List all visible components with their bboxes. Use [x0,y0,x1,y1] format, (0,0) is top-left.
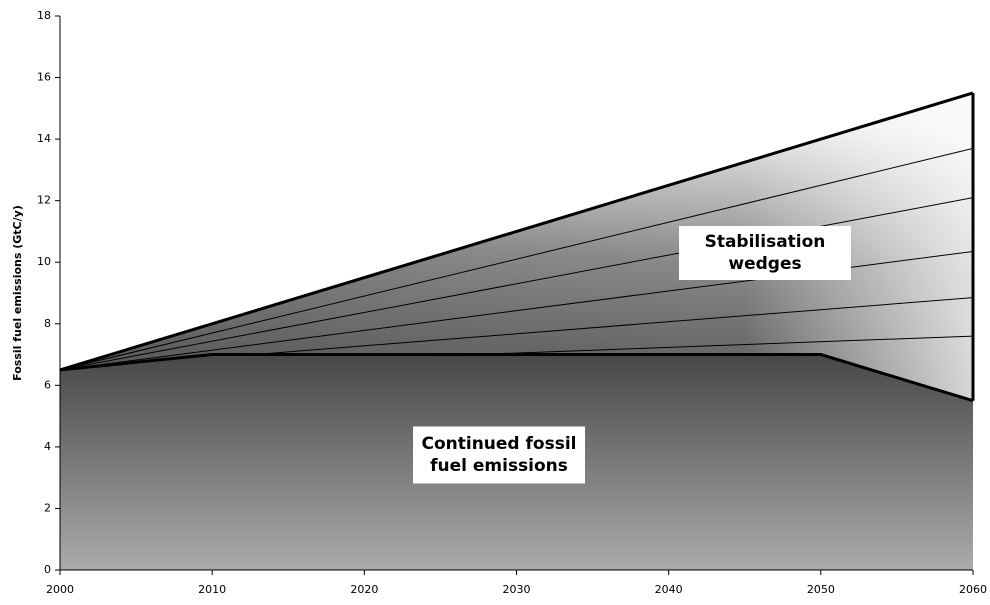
annotation-text: Continued fossil [421,434,576,454]
x-tick-label: 2060 [959,583,987,596]
y-tick-label: 2 [44,501,51,514]
annotation-text: Stabilisation [705,232,826,252]
y-tick-label: 4 [44,440,51,453]
x-tick-label: 2010 [198,583,226,596]
y-tick-label: 16 [37,71,51,84]
y-tick-label: 0 [44,563,51,576]
axes: 0 2 4 6 8 10 12 14 16 18 2000 2010 2020 2030 2040 2050 2… [37,9,987,596]
x-tick-label: 2020 [350,583,378,596]
x-tick-label: 2040 [655,583,683,596]
y-tick-label: 14 [37,132,51,145]
wedge-fill-highlight [60,92,973,401]
y-tick-label: 10 [37,255,51,268]
emissions-line [59,353,974,403]
wedge-line [59,147,974,371]
top-line [59,91,974,372]
annotation-text: wedges [728,254,801,274]
fills [60,92,973,401]
annotation-text: fuel emissions [430,456,568,476]
y-tick-label: 18 [37,9,51,22]
x-tick-label: 2000 [46,583,74,596]
y-axis-label: Fossil fuel emissions (GtC/y) [11,205,24,381]
y-tick-label: 6 [44,378,51,391]
annotation-box [679,226,851,280]
annotation-box [413,426,585,484]
y-tick-label: 12 [37,194,51,207]
y-tick-label: 8 [44,317,51,330]
x-tick-label: 2030 [503,583,531,596]
x-tick-label: 2050 [807,583,835,596]
